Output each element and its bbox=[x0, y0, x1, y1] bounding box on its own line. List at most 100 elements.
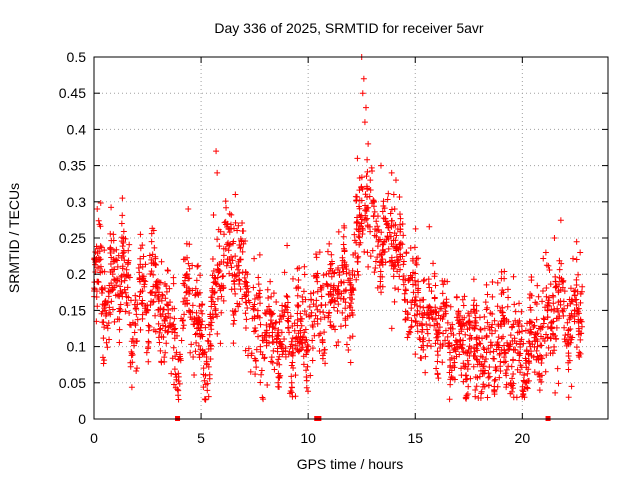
data-point bbox=[111, 318, 118, 325]
data-point bbox=[494, 279, 501, 286]
data-point bbox=[100, 335, 107, 342]
data-point bbox=[143, 349, 150, 356]
data-point bbox=[205, 363, 212, 370]
data-point bbox=[225, 225, 232, 232]
data-point bbox=[426, 337, 433, 344]
data-point bbox=[509, 382, 516, 389]
data-point bbox=[142, 278, 149, 285]
data-point bbox=[566, 357, 573, 364]
data-point bbox=[545, 262, 552, 269]
data-point bbox=[267, 278, 274, 285]
data-point bbox=[92, 259, 99, 266]
data-point bbox=[137, 326, 144, 333]
data-point bbox=[119, 293, 126, 300]
data-point bbox=[430, 260, 437, 267]
data-point bbox=[96, 257, 103, 264]
data-point bbox=[276, 353, 283, 360]
data-point bbox=[433, 334, 440, 341]
data-point bbox=[343, 262, 350, 269]
data-point bbox=[180, 256, 187, 263]
data-point bbox=[257, 379, 264, 386]
data-point bbox=[235, 222, 242, 229]
data-point bbox=[473, 322, 480, 329]
data-point bbox=[531, 322, 538, 329]
data-point bbox=[285, 325, 292, 332]
data-point bbox=[377, 236, 384, 243]
data-point bbox=[552, 336, 559, 343]
data-point bbox=[400, 261, 407, 268]
data-point bbox=[439, 290, 446, 297]
data-point bbox=[577, 290, 584, 297]
data-point bbox=[481, 358, 488, 365]
data-point bbox=[269, 359, 276, 366]
data-point bbox=[557, 217, 564, 224]
data-point bbox=[274, 331, 281, 338]
data-point bbox=[363, 173, 370, 180]
data-point bbox=[197, 272, 204, 279]
data-point bbox=[441, 303, 448, 310]
data-point bbox=[129, 359, 136, 366]
data-point bbox=[348, 287, 355, 294]
data-point bbox=[139, 301, 146, 308]
y-tick-label: 0 bbox=[78, 411, 86, 427]
data-point bbox=[254, 307, 261, 314]
data-point bbox=[157, 325, 164, 332]
data-point bbox=[485, 370, 492, 377]
data-point bbox=[150, 298, 157, 305]
data-point bbox=[152, 262, 159, 269]
data-point bbox=[537, 326, 544, 333]
data-point bbox=[98, 244, 105, 251]
data-point bbox=[328, 251, 335, 258]
data-point bbox=[367, 228, 374, 235]
data-point bbox=[340, 233, 347, 240]
data-point bbox=[331, 269, 338, 276]
y-tick-label: 0.2 bbox=[67, 266, 87, 282]
data-point bbox=[127, 297, 134, 304]
data-point bbox=[528, 319, 535, 326]
data-point bbox=[335, 228, 342, 235]
data-point bbox=[328, 298, 335, 305]
data-point bbox=[432, 340, 439, 347]
data-point bbox=[94, 245, 101, 252]
data-point bbox=[417, 354, 424, 361]
data-point bbox=[264, 286, 271, 293]
data-point bbox=[243, 279, 250, 286]
data-point bbox=[460, 302, 467, 309]
data-point bbox=[133, 311, 140, 318]
data-point bbox=[412, 319, 419, 326]
data-point bbox=[462, 376, 469, 383]
data-point bbox=[351, 237, 358, 244]
data-point bbox=[239, 295, 246, 302]
data-point bbox=[527, 318, 534, 325]
data-point bbox=[543, 285, 550, 292]
data-point bbox=[192, 348, 199, 355]
data-point bbox=[374, 284, 381, 291]
data-point bbox=[578, 318, 585, 325]
data-point bbox=[257, 300, 264, 307]
data-point bbox=[147, 270, 154, 277]
data-point bbox=[534, 282, 541, 289]
data-point bbox=[317, 316, 324, 323]
data-point bbox=[465, 310, 472, 317]
data-point bbox=[400, 232, 407, 239]
data-point bbox=[321, 314, 328, 321]
data-point bbox=[294, 347, 301, 354]
data-point bbox=[186, 265, 193, 272]
data-point bbox=[119, 265, 126, 272]
data-point bbox=[516, 300, 523, 307]
data-point bbox=[210, 279, 217, 286]
data-point bbox=[228, 264, 235, 271]
data-point bbox=[159, 291, 166, 298]
data-point bbox=[314, 320, 321, 327]
data-point bbox=[542, 249, 549, 256]
data-point bbox=[231, 317, 238, 324]
data-point bbox=[470, 363, 477, 370]
data-point bbox=[425, 281, 432, 288]
data-point bbox=[167, 314, 174, 321]
data-point bbox=[286, 329, 293, 336]
data-point bbox=[510, 273, 517, 280]
data-point bbox=[229, 272, 236, 279]
data-point bbox=[245, 345, 252, 352]
data-point bbox=[442, 327, 449, 334]
data-point bbox=[185, 275, 192, 282]
